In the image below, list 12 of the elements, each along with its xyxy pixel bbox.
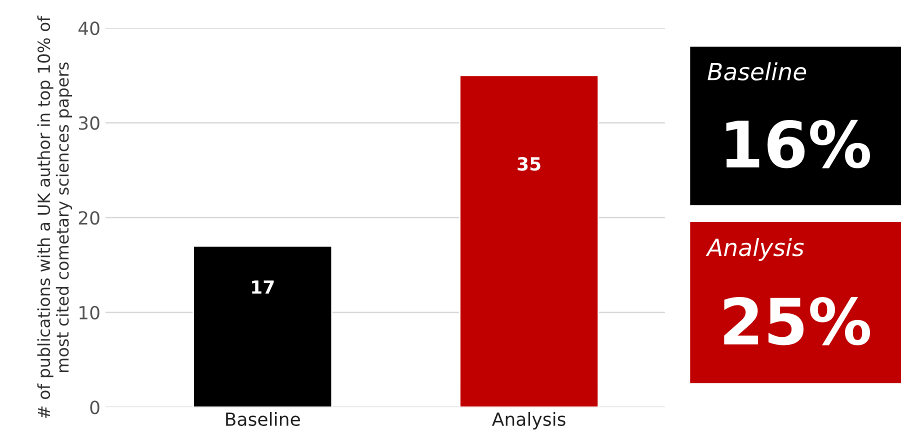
y-axis-title: # of publications with a UK author in top 10% of most cited cometary sciences papers xyxy=(37,16,72,418)
y-tick-label: 40 xyxy=(78,21,100,36)
y-tick-label: 20 xyxy=(78,211,100,225)
y-tick-label: 10 xyxy=(80,306,100,320)
category-label: Analysis xyxy=(706,238,804,261)
data-label: 35 xyxy=(518,157,540,171)
y-tick-label: 0 xyxy=(90,400,100,414)
data-label: 17 xyxy=(252,280,274,294)
text: 16% xyxy=(726,120,870,168)
category-label: Baseline xyxy=(708,62,806,81)
y-tick-label: 30 xyxy=(78,116,100,130)
text: 25% xyxy=(724,296,870,346)
